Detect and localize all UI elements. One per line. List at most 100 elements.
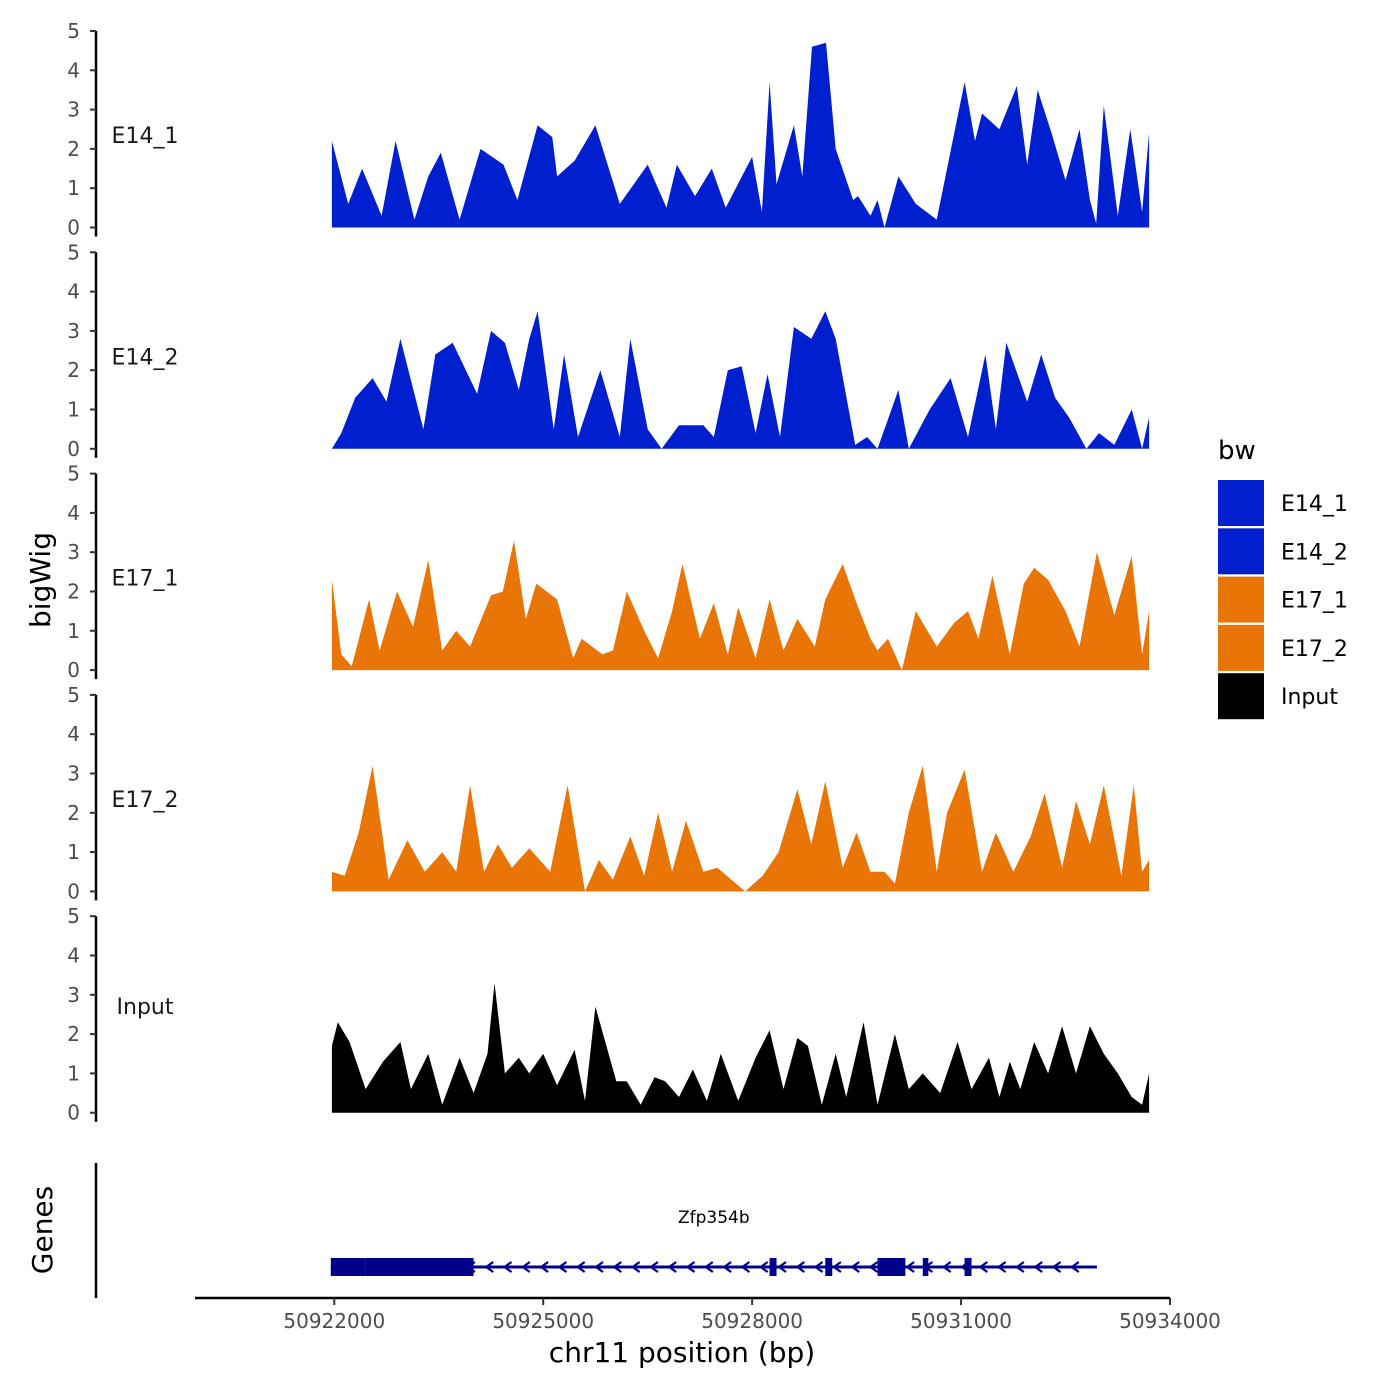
gene-exon (330, 1258, 366, 1276)
coverage-area-E14_1 (331, 42, 1150, 228)
strand-arrow (1069, 1261, 1080, 1273)
legend-label-E14_1: E14_1 (1281, 492, 1348, 517)
x-axis-title: chr11 position (bp) (549, 1336, 815, 1369)
strand-arrow (868, 1261, 879, 1273)
legend: bw E14_1 E14_2 E17_1 E17_2 Input (1218, 436, 1348, 720)
y-tick-label: 2 (67, 137, 80, 161)
y-tick-label: 2 (67, 580, 80, 604)
y-tick-label: 2 (67, 358, 80, 382)
x-tick-label: 50931000 (910, 1309, 1012, 1333)
y-tick-label: 5 (67, 904, 80, 928)
y-tick-label: 1 (67, 840, 80, 864)
strand-arrow (649, 1261, 659, 1273)
y-tick-label: 4 (67, 280, 80, 304)
track-label: E17_1 (112, 567, 179, 592)
strand-arrow (612, 1261, 622, 1273)
y-tick-label: 5 (67, 19, 80, 43)
y-tick-label: 1 (67, 1061, 80, 1085)
track-label: E14_1 (112, 124, 179, 149)
strand-arrow (520, 1261, 531, 1273)
strand-arrow (978, 1261, 988, 1273)
strand-arrow (758, 1261, 769, 1273)
y-tick-label: 0 (67, 658, 80, 682)
genes-panel-title: Genes (26, 1186, 59, 1274)
strand-arrow (905, 1261, 915, 1273)
y-tick-label: 1 (67, 619, 80, 643)
y-tick-label: 3 (67, 319, 80, 343)
x-tick-label: 50928000 (701, 1309, 803, 1333)
coverage-tracks: 0 1 2 3 4 5 E14_1 0 1 2 3 4 5 E14_2 0 1 2 3 4 5 E17_1 0 1 2 3 4 5 E… (67, 19, 1150, 1125)
strand-arrow (667, 1261, 677, 1273)
legend-swatch-Input (1218, 673, 1264, 720)
x-tick-label: 50922000 (283, 1309, 385, 1333)
track-E14_1: 0 1 2 3 4 5 E14_1 (67, 19, 1150, 240)
strand-arrow (941, 1261, 952, 1273)
gene-exon (825, 1258, 833, 1276)
strand-arrow (722, 1261, 732, 1273)
gene-name-label: Zfp354b (678, 1208, 750, 1228)
gene-exon (922, 1258, 929, 1276)
strand-arrow (795, 1261, 805, 1273)
strand-arrow (539, 1261, 549, 1273)
y-tick-label: 4 (67, 944, 80, 968)
y-tick-label: 4 (67, 58, 80, 82)
legend-label-E17_1: E17_1 (1281, 589, 1348, 614)
coverage-area-E17_1 (331, 540, 1150, 671)
y-tick-label: 1 (67, 176, 80, 200)
legend-title: bw (1218, 436, 1256, 466)
y-tick-label: 0 (67, 1101, 80, 1125)
x-axis: chr11 position (bp) 50922000 50925000 5092… (195, 1296, 1221, 1369)
legend-label-Input: Input (1281, 685, 1338, 710)
strand-arrow (502, 1261, 513, 1273)
strand-arrow (575, 1261, 586, 1273)
strand-arrow (685, 1261, 696, 1273)
track-label: Input (117, 995, 174, 1020)
legend-label-E14_2: E14_2 (1281, 540, 1348, 565)
y-tick-label: 0 (67, 437, 80, 461)
strand-arrow (1015, 1261, 1025, 1273)
track-E14_2: 0 1 2 3 4 5 E14_2 (67, 240, 1150, 461)
x-tick-label: 50934000 (1119, 1309, 1221, 1333)
y-tick-label: 2 (67, 801, 80, 825)
strand-arrow (484, 1261, 494, 1273)
strand-arrow (777, 1261, 787, 1273)
y-tick-label: 5 (67, 240, 80, 264)
y-tick-label: 3 (67, 540, 80, 564)
legend-swatch-E14_2 (1218, 528, 1264, 575)
strand-arrow (740, 1261, 751, 1273)
y-tick-label: 4 (67, 501, 80, 525)
y-tick-label: 3 (67, 762, 80, 786)
y-tick-label: 5 (67, 462, 80, 486)
y-tick-label: 0 (67, 216, 80, 240)
y-tick-label: 3 (67, 983, 80, 1007)
gene-exon (964, 1258, 972, 1276)
strand-arrow (813, 1261, 824, 1273)
strand-arrow (630, 1261, 641, 1273)
legend-swatch-E17_2 (1218, 624, 1264, 671)
strand-arrow (1033, 1261, 1043, 1273)
strand-arrow (594, 1261, 604, 1273)
legend-label-E17_2: E17_2 (1281, 637, 1348, 662)
track-label: E14_2 (112, 345, 179, 370)
gene-exon (877, 1258, 906, 1276)
y-tick-label: 3 (67, 98, 80, 122)
y-axis-title: bigWig (24, 532, 57, 628)
strand-arrow (1051, 1261, 1062, 1273)
coverage-area-Input (331, 983, 1150, 1113)
y-tick-label: 4 (67, 722, 80, 746)
y-tick-label: 0 (67, 879, 80, 903)
gene-exon (365, 1258, 474, 1276)
strand-arrow (850, 1261, 860, 1273)
y-tick-label: 5 (67, 683, 80, 707)
gene-exon (769, 1258, 777, 1276)
strand-arrow (703, 1261, 714, 1273)
track-E17_2: 0 1 2 3 4 5 E17_2 (67, 683, 1150, 903)
legend-swatch-E14_1 (1218, 480, 1264, 526)
coverage-area-E14_2 (331, 311, 1150, 449)
track-Input: 0 1 2 3 4 5 Input (67, 904, 1150, 1125)
y-tick-label: 1 (67, 398, 80, 422)
strand-arrow (832, 1261, 842, 1273)
track-E17_1: 0 1 2 3 4 5 E17_1 (67, 462, 1150, 682)
track-label: E17_2 (112, 788, 179, 813)
x-tick-label: 50925000 (492, 1309, 594, 1333)
